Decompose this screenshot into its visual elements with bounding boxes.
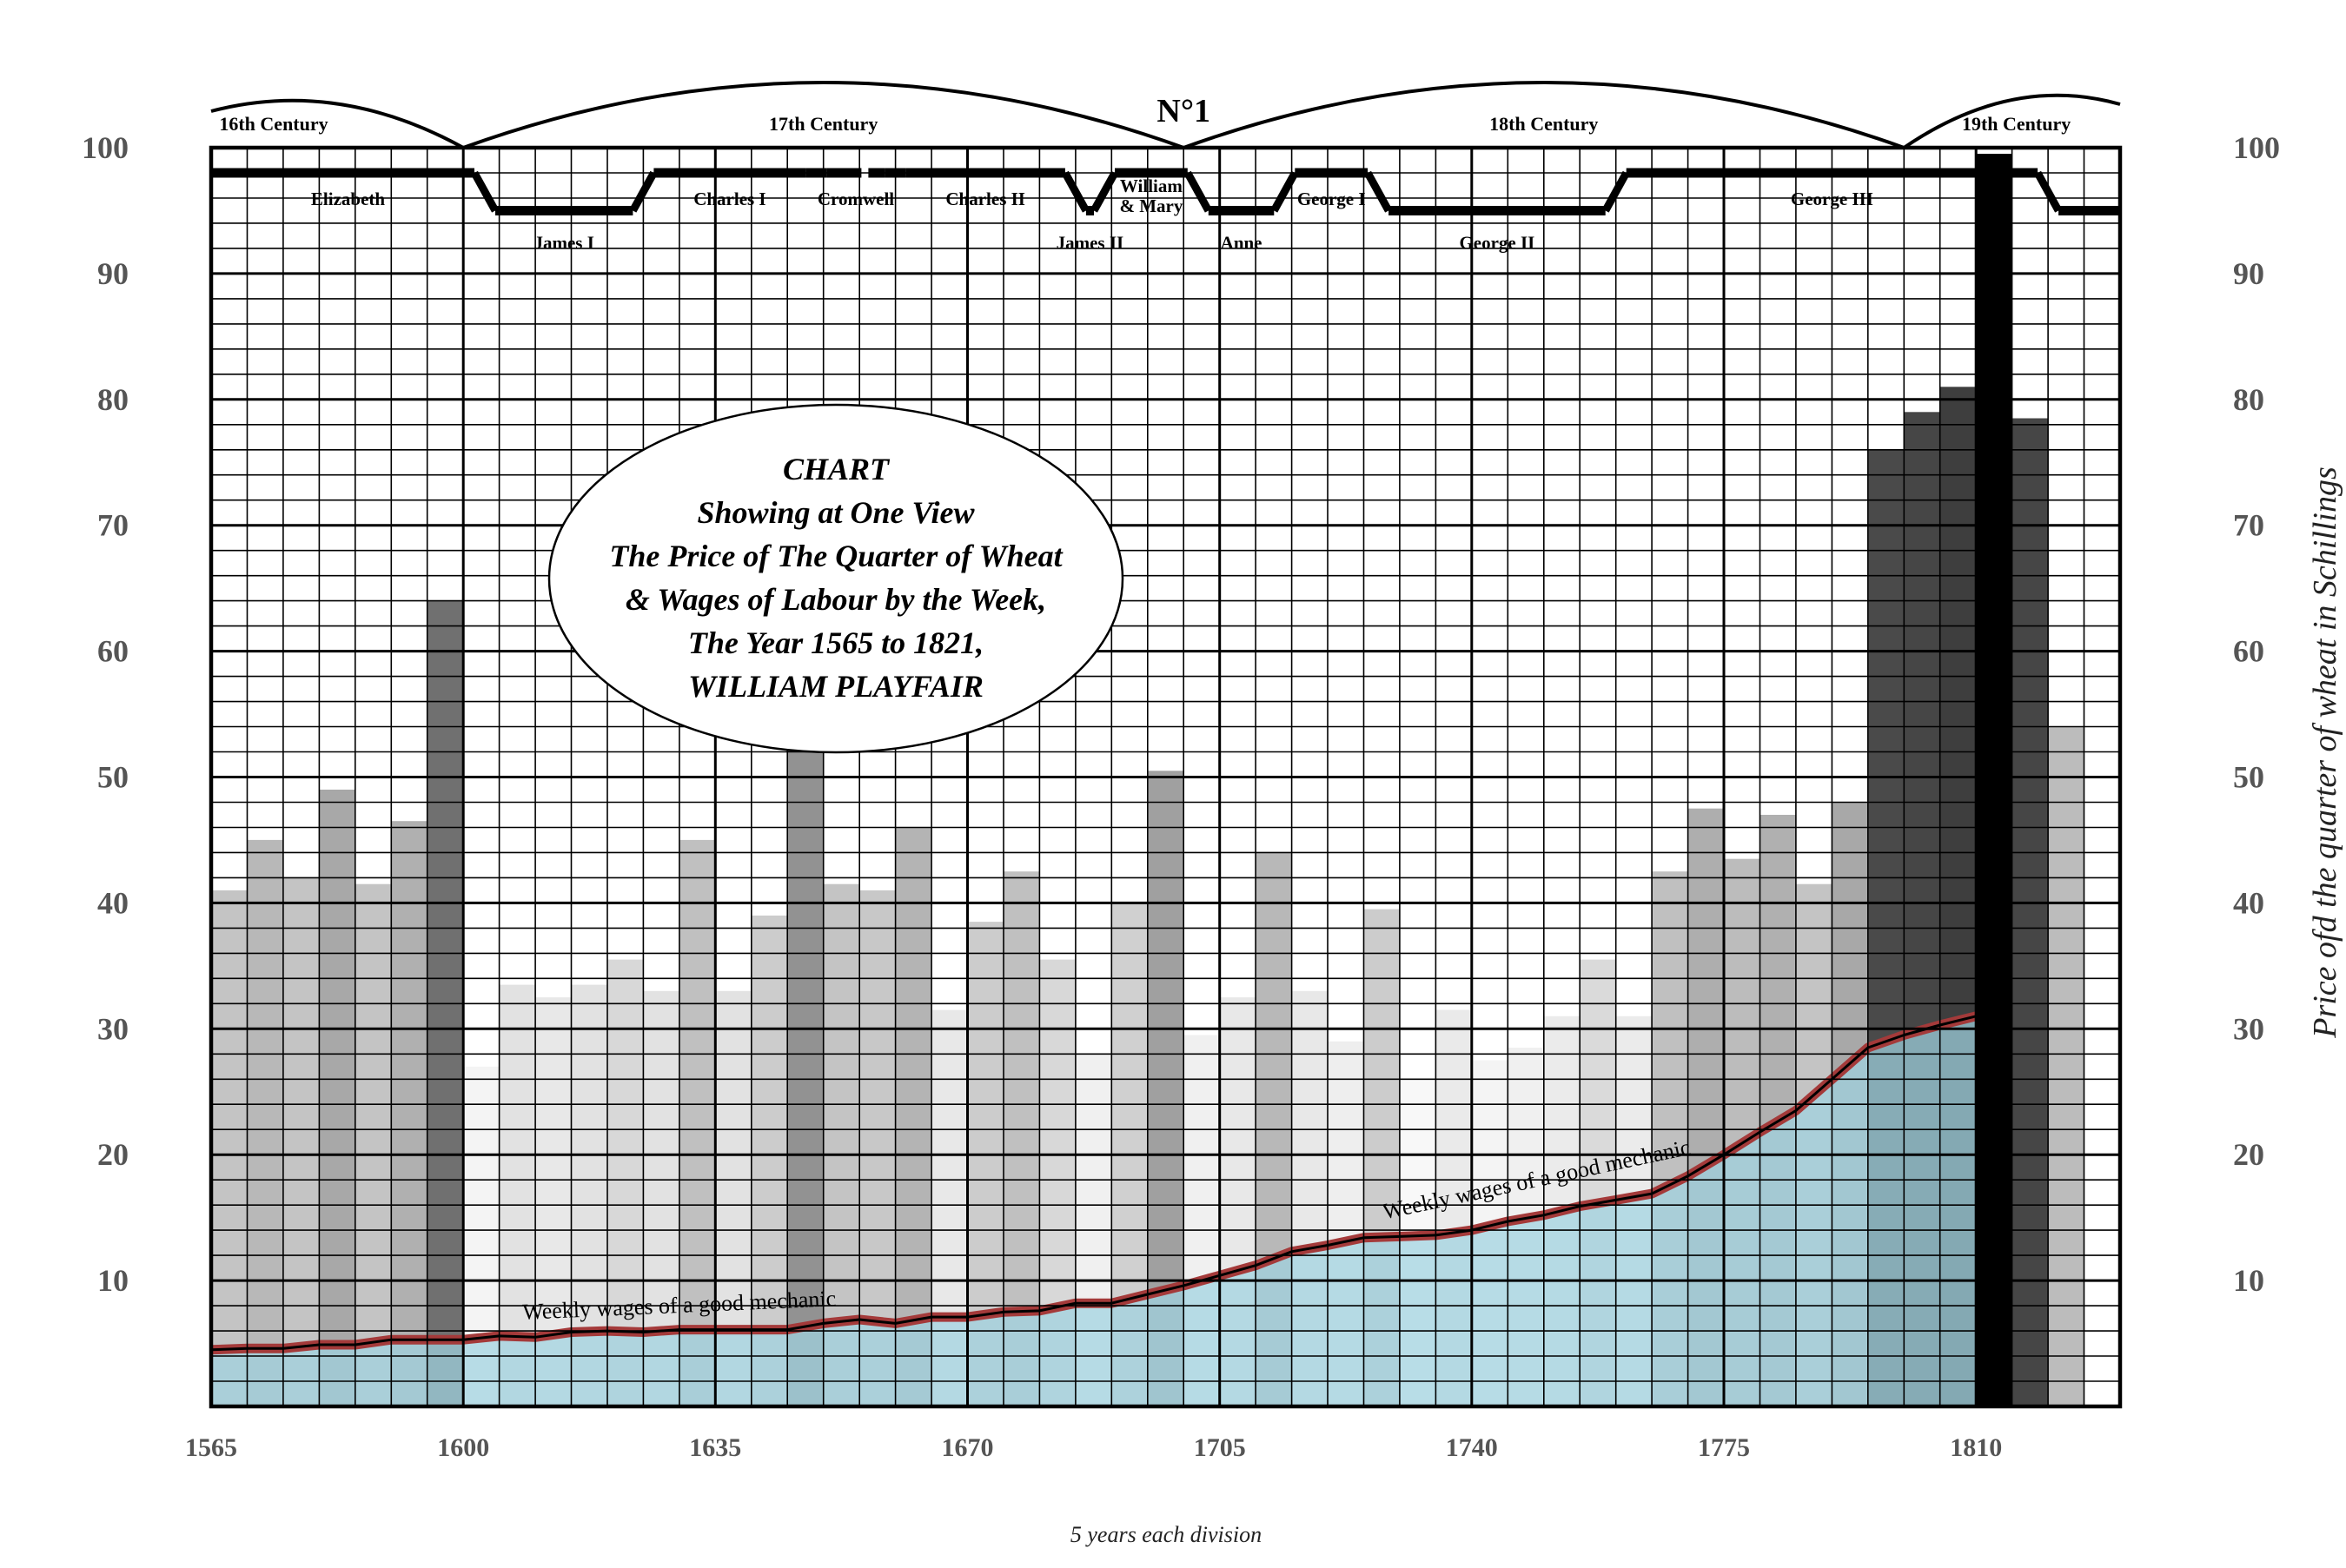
xtick-1775: 1775: [1698, 1433, 1750, 1462]
century-label-2: 18th Century: [1489, 113, 1598, 135]
reign-label-6: William: [1120, 175, 1183, 196]
wheat-bar-peak-1810: [1976, 154, 2012, 1406]
ytick-right-100: 100: [2233, 130, 2280, 165]
ytick-right-60: 60: [2233, 634, 2264, 669]
wheat-bar-1565: [211, 890, 248, 1406]
reign-label-7: Anne: [1221, 233, 1262, 254]
title-line-3: & Wages of Labour by the Week,: [626, 582, 1046, 617]
reign-connector-1: [474, 173, 495, 211]
reign-label-1: James I: [533, 233, 593, 254]
ytick-left-90: 90: [97, 256, 129, 291]
ytick-left-40: 40: [97, 885, 129, 920]
ytick-right-30: 30: [2233, 1011, 2264, 1046]
x-axis-label: 5 years each division: [1070, 1522, 1262, 1547]
ytick-left-70: 70: [97, 508, 129, 543]
ytick-left-50: 50: [97, 760, 129, 795]
ytick-right-50: 50: [2233, 760, 2264, 795]
wheat-bar-1590: [391, 821, 427, 1406]
xtick-1740: 1740: [1446, 1433, 1498, 1462]
reign-label-9: George II: [1459, 233, 1534, 254]
xtick-1635: 1635: [689, 1433, 741, 1462]
ytick-left-30: 30: [97, 1011, 129, 1046]
century-label-3: 19th Century: [1962, 113, 2071, 135]
reign-label-4: Charles II: [945, 189, 1025, 209]
wheat-bar-1580: [319, 790, 355, 1406]
ytick-left-100: 100: [82, 130, 129, 165]
xtick-1705: 1705: [1194, 1433, 1246, 1462]
ytick-left-20: 20: [97, 1137, 129, 1172]
xtick-1600: 1600: [437, 1433, 489, 1462]
reign-label-5: James II: [1057, 233, 1124, 254]
wheat-bar-1575: [283, 877, 320, 1406]
title-cartouche: CHART Showing at One View The Price of The…: [549, 405, 1123, 752]
century-label-1: 17th Century: [769, 113, 878, 135]
wheat-bar-1570: [248, 840, 284, 1406]
reign-label-0: Elizabeth: [311, 189, 385, 209]
ytick-right-10: 10: [2233, 1263, 2264, 1298]
title-line-4: The Year 1565 to 1821,: [688, 625, 984, 660]
wheat-bar-1820: [2048, 727, 2084, 1407]
ytick-left-60: 60: [97, 634, 129, 669]
xtick-1810: 1810: [1950, 1433, 2002, 1462]
ytick-right-20: 20: [2233, 1137, 2264, 1172]
title-line-2: The Price of The Quarter of Wheat: [609, 539, 1063, 573]
centuries-group: 16th Century 17th Century 18th Century 19th…: [211, 83, 2120, 148]
ytick-right-80: 80: [2233, 382, 2264, 417]
title-line-0: CHART: [783, 452, 891, 486]
reign-label-10: George III: [1791, 189, 1873, 209]
title-line-1: Showing at One View: [697, 495, 975, 530]
reign-label-3: Cromwell: [818, 189, 894, 209]
ytick-right-70: 70: [2233, 508, 2264, 543]
reign-label2-6: & Mary: [1119, 195, 1183, 216]
ytick-right-40: 40: [2233, 885, 2264, 920]
y-axis-label: Price ofd the quarter of wheat in Schill…: [2307, 466, 2343, 1039]
ytick-left-10: 10: [97, 1263, 129, 1298]
reign-connector-7: [1188, 173, 1209, 211]
century-label-0: 16th Century: [219, 113, 328, 135]
ytick-left-80: 80: [97, 382, 129, 417]
ytick-right-90: 90: [2233, 256, 2264, 291]
wheat-bar-1630: [679, 840, 716, 1406]
wheat-bar-1815: [2012, 419, 2049, 1407]
xtick-1565: 1565: [185, 1433, 237, 1462]
title-line-5: WILLIAM PLAYFAIR: [688, 669, 984, 704]
xtick-1670: 1670: [942, 1433, 994, 1462]
reign-connector-9: [1368, 173, 1388, 211]
wheat-bar-1585: [355, 884, 392, 1406]
plate-number: N°1: [1156, 93, 1210, 129]
reign-label-8: George I: [1297, 189, 1366, 209]
reigns-group: Elizabeth James I Charles I Cromwell Charles…: [211, 173, 2120, 254]
reign-label-2: Charles I: [693, 189, 765, 209]
